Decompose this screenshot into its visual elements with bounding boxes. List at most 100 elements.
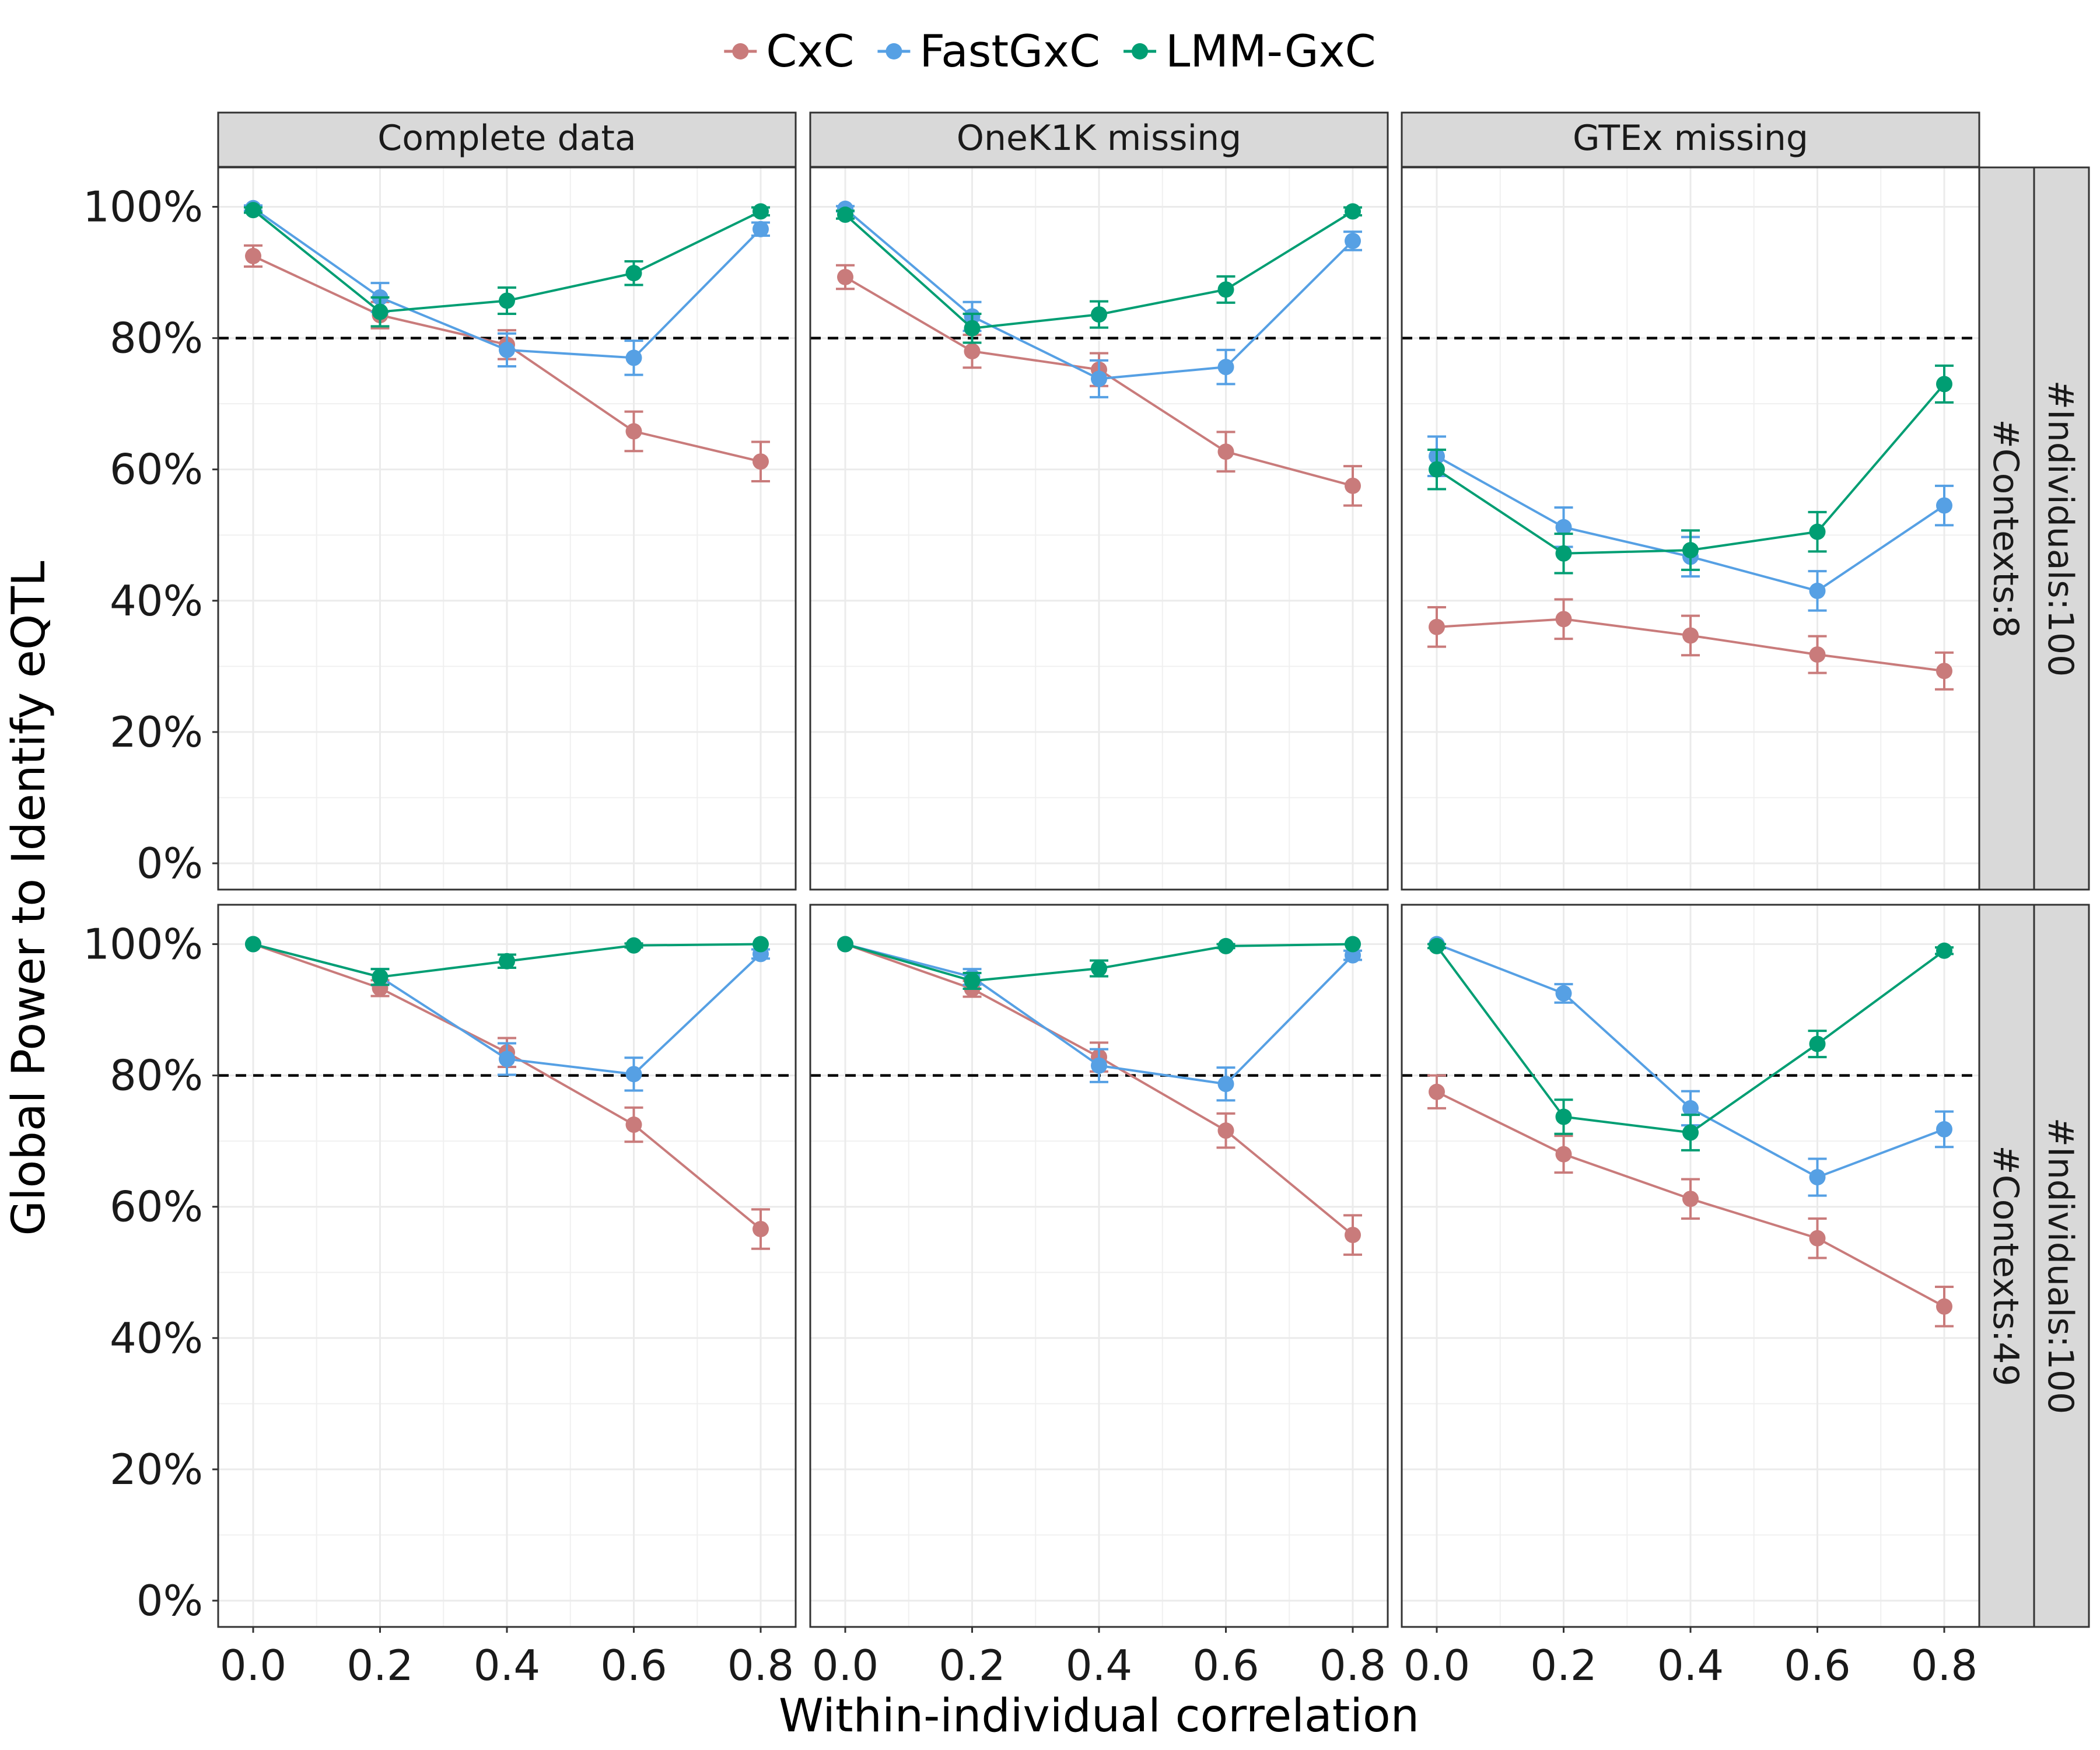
data-point-cxc [964, 343, 981, 360]
column-strip-complete: Complete data [217, 111, 797, 168]
panel-gtex-contexts-49 [1401, 904, 1980, 1628]
data-point-fastgxc [1555, 519, 1572, 536]
data-point-lmm-gxc [1682, 1124, 1699, 1141]
panel-onek1k-contexts-8 [809, 166, 1389, 891]
x-tick-label: 0.6 [1784, 1641, 1851, 1690]
x-tick-label: 0.2 [939, 1641, 1006, 1690]
data-point-lmm-gxc [625, 265, 642, 282]
data-point-cxc [1809, 646, 1826, 663]
data-point-lmm-gxc [1555, 545, 1572, 562]
data-point-lmm-gxc [1217, 937, 1234, 954]
series-cxc [1427, 1074, 1954, 1328]
x-tick-label: 0.0 [812, 1641, 879, 1690]
data-point-cxc [625, 1116, 642, 1133]
y-tick-label: 100% [83, 920, 203, 969]
series-lmm-gxc [836, 203, 1362, 344]
data-point-fastgxc [1217, 359, 1234, 376]
panel-complete-contexts-49 [217, 904, 797, 1628]
data-point-lmm-gxc [964, 972, 981, 989]
data-point-fastgxc [1936, 1121, 1952, 1138]
column-strip-label: Complete data [377, 118, 636, 159]
data-point-lmm-gxc [1345, 936, 1361, 953]
data-point-fastgxc [499, 1051, 515, 1068]
data-point-cxc [1555, 611, 1572, 628]
series-fastgxc [1429, 936, 1954, 1197]
data-point-cxc [752, 453, 769, 470]
row-strip-contexts-49: #Contexts:49 [1978, 904, 2035, 1628]
data-point-lmm-gxc [1345, 203, 1361, 220]
data-point-lmm-gxc [1809, 1035, 1826, 1052]
data-point-lmm-gxc [1936, 376, 1952, 393]
data-point-lmm-gxc [837, 936, 853, 953]
panel-onek1k-contexts-49 [809, 904, 1389, 1628]
data-point-cxc [1936, 663, 1952, 680]
data-point-lmm-gxc [1091, 306, 1107, 323]
x-tick-label: 0.8 [1320, 1641, 1387, 1690]
x-axis-title: Within-individual correlation [779, 1690, 1419, 1742]
x-tick-label: 0.2 [346, 1641, 414, 1690]
data-point-cxc [1682, 627, 1699, 644]
panel-border [809, 166, 1389, 891]
x-tick-label: 0.6 [1192, 1641, 1259, 1690]
data-point-lmm-gxc [1555, 1108, 1572, 1125]
data-point-fastgxc [1091, 1057, 1107, 1074]
x-tick-label: 0.6 [600, 1641, 667, 1690]
data-point-fastgxc [499, 341, 515, 358]
row-strip-individuals-bottom: #Individuals:100 [2033, 904, 2090, 1628]
panel-border [217, 166, 797, 891]
x-tick-label: 0.0 [220, 1641, 287, 1690]
legend-item-fastgxc: FastGxC [877, 25, 1100, 77]
data-point-lmm-gxc [1429, 937, 1445, 954]
data-point-fastgxc [1091, 370, 1107, 387]
data-point-lmm-gxc [372, 303, 388, 320]
x-axis-ticks-gtex: 0.0 0.2 0.4 0.6 0.8 [1404, 1627, 1978, 1690]
data-point-cxc [1936, 1298, 1952, 1315]
series-lmm-gxc [245, 936, 769, 986]
data-point-cxc [1429, 618, 1445, 635]
data-point-fastgxc [1217, 1076, 1234, 1093]
data-point-lmm-gxc [625, 937, 642, 954]
data-point-fastgxc [1936, 497, 1952, 514]
legend-label-fastgxc: FastGxC [919, 25, 1100, 77]
y-axis-ticks-bottom: 0% 20% 40% 60% 80% 100% [83, 920, 218, 1625]
data-point-fastgxc [1809, 1169, 1826, 1186]
data-point-cxc [1345, 477, 1361, 494]
y-tick-label: 60% [110, 1182, 203, 1231]
y-tick-label: 100% [83, 183, 203, 232]
x-tick-label: 0.4 [1066, 1641, 1133, 1690]
y-tick-label: 60% [110, 445, 203, 494]
y-tick-label: 20% [110, 708, 203, 757]
column-strip-gtex: GTEx missing [1401, 111, 1980, 168]
data-point-cxc [752, 1220, 769, 1237]
row-strip-label: #Individuals:100 [2040, 380, 2081, 677]
data-point-lmm-gxc [752, 936, 769, 953]
row-strip-label: #Contexts:8 [1985, 419, 2026, 638]
data-point-lmm-gxc [752, 203, 769, 220]
legend-label-cxc: CxC [766, 25, 854, 77]
data-point-fastgxc [625, 349, 642, 366]
row-strip-individuals-top: #Individuals:100 [2033, 166, 2090, 891]
data-point-cxc [245, 247, 261, 264]
data-point-fastgxc [625, 1066, 642, 1083]
column-strip-onek1k: OneK1K missing [809, 111, 1389, 168]
y-tick-label: 0% [136, 1576, 203, 1625]
data-point-fastgxc [1345, 233, 1361, 250]
y-tick-label: 80% [110, 1051, 203, 1100]
panel-border [1401, 166, 1980, 891]
column-strip-label: GTEx missing [1573, 118, 1808, 159]
y-axis-title: Global Power to Identify eQTL [3, 561, 55, 1236]
data-point-lmm-gxc [499, 953, 515, 970]
data-point-fastgxc [1809, 582, 1826, 599]
data-point-lmm-gxc [245, 936, 261, 953]
data-point-lmm-gxc [1936, 942, 1952, 959]
x-tick-label: 0.8 [727, 1641, 794, 1690]
data-point-cxc [625, 423, 642, 440]
y-tick-label: 20% [110, 1445, 203, 1494]
panel-gtex-contexts-8 [1401, 166, 1980, 891]
data-point-fastgxc [752, 220, 769, 237]
legend-label-lmm-gxc: LMM-GxC [1166, 25, 1376, 77]
x-axis-ticks-onek1k: 0.0 0.2 0.4 0.6 0.8 [812, 1627, 1387, 1690]
data-point-lmm-gxc [1682, 542, 1699, 559]
column-strip-label: OneK1K missing [957, 118, 1242, 159]
row-strip-label: #Individuals:100 [2040, 1118, 2081, 1414]
